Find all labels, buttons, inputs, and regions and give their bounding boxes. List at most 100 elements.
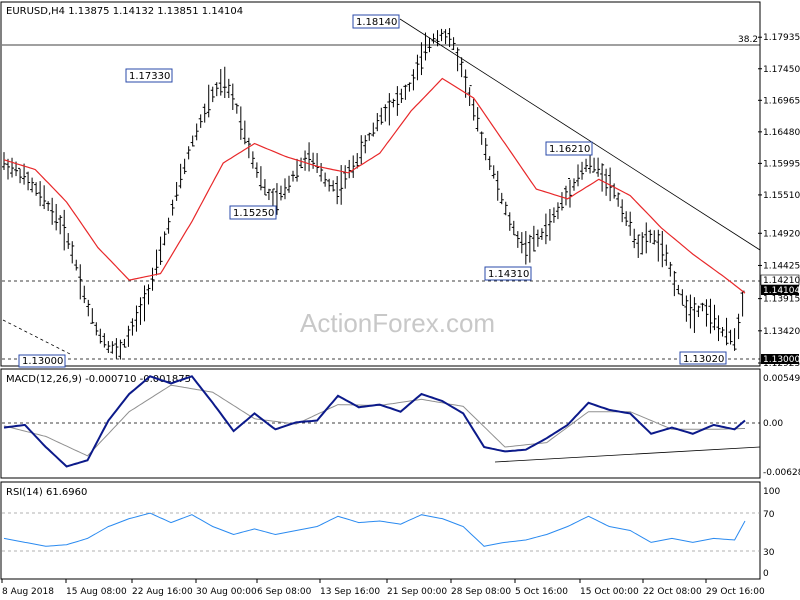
price-bar (130, 318, 135, 336)
price-bar (563, 185, 568, 206)
price-bar (644, 222, 649, 254)
rsi-tick-100: 100 (763, 487, 780, 497)
price-tick-label: 1.16480 (763, 128, 800, 138)
price-bar (363, 135, 368, 154)
price-bar (242, 120, 247, 145)
price-bar (712, 304, 717, 331)
price-bar (162, 231, 167, 246)
moving-average-line (3, 77, 746, 294)
annotation-13020: 1.13020 (679, 351, 727, 365)
price-bar (419, 42, 424, 76)
price-bar (728, 329, 733, 345)
price-bar (102, 333, 107, 348)
time-tick-label: 28 Sep 08:00 (451, 587, 511, 597)
price-bar (411, 69, 416, 91)
price-bar (435, 30, 440, 47)
price-bar (114, 338, 119, 359)
resistance-trendline (399, 18, 761, 251)
price-bar (672, 270, 677, 297)
price-bar (250, 151, 255, 169)
price-bar (636, 234, 641, 258)
price-bar (624, 211, 629, 226)
time-tick-label: 13 Sep 16:00 (320, 587, 380, 597)
price-bar (604, 168, 609, 196)
price-bar (202, 103, 207, 123)
price-bar (387, 93, 392, 126)
svg-text:1.15250: 1.15250 (233, 208, 274, 219)
price-bar (86, 299, 91, 317)
price-bar (559, 192, 564, 211)
annotation-16210: 1.16210 (545, 141, 593, 156)
price-bar (38, 181, 43, 207)
price-bar (447, 28, 452, 48)
price-bar (82, 285, 87, 304)
price-bar (282, 178, 287, 200)
price-bar (295, 158, 300, 182)
price-bar (26, 171, 31, 191)
svg-text:1.13020: 1.13020 (683, 354, 724, 365)
macd-tick-bottom: -0.006282 (763, 468, 800, 478)
support-trendline-dashed (2, 319, 73, 356)
annotation-14310: 1.14310 (484, 266, 532, 281)
price-bar (78, 264, 83, 300)
price-bar (483, 138, 488, 161)
price-bar (6, 158, 11, 180)
time-tick-label: 21 Sep 00:00 (387, 587, 447, 597)
price-bar (66, 233, 71, 249)
price-bar (238, 106, 243, 140)
price-bar (50, 197, 55, 225)
svg-text:1.14210: 1.14210 (763, 276, 800, 286)
rsi-line (3, 512, 746, 547)
price-bar (303, 150, 308, 171)
price-bar (150, 267, 155, 291)
price-bars (2, 28, 745, 360)
price-bar (46, 201, 51, 211)
price-bar (226, 78, 231, 99)
price-bar (475, 107, 480, 132)
price-bar (648, 229, 653, 243)
price-bar (42, 185, 47, 210)
price-bar (680, 289, 685, 306)
time-tick-label: 29 Oct 16:00 (706, 587, 765, 597)
price-bar (567, 178, 572, 208)
price-bar (351, 155, 356, 178)
price-bar (138, 297, 143, 325)
macd-tick-zero: 0.00 (763, 419, 783, 429)
price-bar (391, 98, 396, 108)
price-bar (523, 231, 528, 265)
price-bar (539, 228, 544, 240)
price-bar (319, 162, 324, 182)
price-bar (543, 213, 548, 245)
price-bar (692, 297, 697, 333)
time-tick-label: 22 Aug 16:00 (132, 587, 193, 597)
price-bar (331, 180, 336, 192)
price-bar (246, 137, 251, 159)
price-bar (327, 178, 332, 192)
svg-text:1.16210: 1.16210 (549, 144, 590, 155)
time-tick-label: 15 Oct 00:00 (580, 587, 639, 597)
price-bar (668, 261, 673, 277)
price-bar (206, 84, 211, 118)
svg-text:1.13000: 1.13000 (763, 355, 800, 365)
price-bar (234, 103, 239, 114)
price-bar (126, 325, 131, 347)
price-bar (90, 308, 95, 324)
price-bar (592, 157, 597, 173)
price-bar (22, 163, 27, 185)
price-bar (676, 284, 681, 295)
price-bar (584, 158, 589, 172)
price-bar (146, 284, 151, 305)
price-bar (110, 341, 115, 354)
price-tick-label: 1.14425 (763, 262, 800, 272)
price-bar (323, 172, 328, 187)
price-bar (551, 207, 556, 223)
price-bar (487, 156, 492, 171)
price-bar (479, 131, 484, 145)
price-marker-13000: 1.13000 (761, 354, 800, 365)
price-bar (700, 302, 705, 312)
price-bar (439, 28, 444, 42)
price-tick-label: 1.16965 (763, 96, 800, 106)
price-bar (194, 123, 199, 141)
price-bar (507, 212, 512, 231)
price-bar (62, 209, 67, 251)
